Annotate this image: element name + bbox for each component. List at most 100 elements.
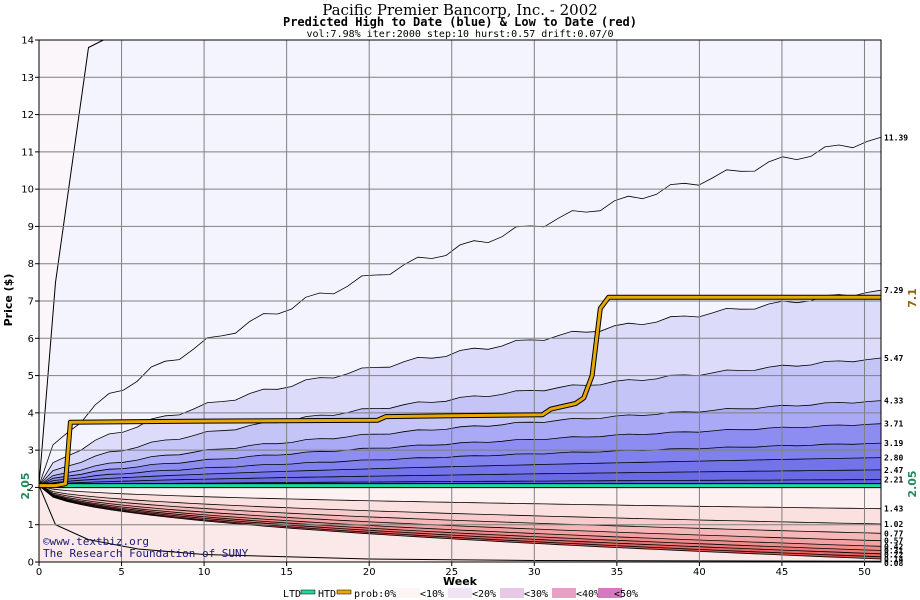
quantile-label: 0.42	[884, 542, 903, 551]
y-tick-label: 13	[21, 73, 34, 84]
y-tick-label: 4	[28, 408, 34, 419]
quantile-line-low-6	[38, 485, 882, 551]
quantile-line-low-7	[38, 485, 882, 555]
x-tick-label: 35	[610, 567, 623, 578]
legend-bucket-5: <50%	[614, 589, 638, 600]
quantile-label: 2.21	[884, 476, 903, 485]
quantile-label: 7.29	[884, 286, 903, 295]
y-tick-label: 7	[28, 297, 34, 308]
x-tick-label: 45	[776, 567, 789, 578]
x-axis-label: Week	[443, 575, 478, 588]
band-high-7	[39, 457, 881, 486]
legend-bucket-swatch-1	[396, 588, 420, 598]
quantile-line-low-2	[38, 485, 882, 525]
legend-bucket-swatch-4	[552, 588, 576, 598]
legend-bucket-3: <30%	[524, 589, 548, 600]
x-tick-label: 20	[363, 567, 376, 578]
band-low-2	[39, 485, 881, 524]
quantile-line-low-5	[38, 485, 882, 547]
x-tick-label: 40	[693, 567, 706, 578]
y-tick-label: 9	[28, 222, 34, 233]
x-tick-label: 0	[36, 567, 42, 578]
band-low-4	[39, 485, 881, 541]
x-tick-label: 10	[198, 567, 211, 578]
band-high-1	[39, 137, 881, 486]
y-tick-label: 14	[21, 36, 34, 47]
quantile-line-high-1	[38, 136, 882, 486]
y-tick-label: 11	[21, 147, 34, 158]
quantile-line-high-8	[38, 469, 882, 486]
legend-htd-swatch	[336, 589, 352, 595]
chart-parameters: vol:7.98% iter:2000 step:10 hurst:0.57 d…	[306, 29, 613, 40]
band-high-3	[39, 358, 881, 486]
quantile-label: 0.77	[884, 529, 903, 538]
quantile-label: 11.39	[884, 133, 908, 142]
quantile-label: 2.47	[884, 466, 903, 475]
quantile-line-high-3	[38, 357, 882, 486]
band-high-2	[39, 290, 881, 486]
legend-bucket-1: <10%	[420, 589, 444, 600]
legend-bucket-4: <40%	[576, 589, 600, 600]
legend: LTD HTD prob:0% <10% <20% <30% <40% <50%	[283, 588, 638, 600]
x-tick-label: 15	[280, 567, 293, 578]
quantile-line-low-3	[38, 485, 882, 534]
quantile-label: 3.71	[884, 420, 903, 429]
quantile-line-high-7	[38, 457, 882, 486]
y-tick-label: 0	[28, 558, 34, 569]
y-tick-label: 10	[21, 185, 34, 196]
band-low-5	[39, 485, 881, 547]
x-tick-label: 30	[528, 567, 541, 578]
start-price-label: 2.05	[19, 472, 32, 499]
quantile-label: 2.80	[884, 454, 903, 463]
band-high-4	[39, 400, 881, 486]
band-low-outer	[39, 485, 881, 562]
quantile-line-low-4	[38, 485, 882, 542]
legend-bucket-swatch-2	[448, 588, 472, 598]
series-lines	[39, 294, 881, 489]
x-tick-label: 50	[858, 567, 871, 578]
htd-line	[39, 295, 881, 488]
extreme-envelopes	[38, 39, 882, 562]
quantile-label: 0.14	[884, 555, 903, 564]
legend-prob-label: prob:0%	[354, 589, 396, 600]
quantile-label: 1.43	[884, 505, 903, 514]
max-envelope-line	[38, 39, 104, 486]
y-tick-label: 5	[28, 371, 34, 382]
legend-ltd-label: LTD	[283, 589, 301, 600]
htd-end-label: 7.1	[906, 288, 919, 308]
quantile-labels: 11.39 7.29 5.47 4.33 3.71 3.19 2.80 2.472.21 1.4…	[884, 133, 908, 568]
legend-bucket-2: <20%	[472, 589, 496, 600]
ltd-end-label: 2.05	[906, 470, 919, 497]
quantile-line-high-5	[38, 423, 882, 486]
legend-bucket-swatch-3	[500, 588, 524, 598]
band-low-1	[39, 485, 881, 509]
band-high-8	[39, 469, 881, 486]
min-envelope-line	[38, 485, 882, 562]
band-high-5	[39, 423, 881, 486]
y-tick-label: 2	[28, 483, 34, 494]
quantile-label: 0.31	[884, 547, 903, 556]
y-tick-label: 8	[28, 259, 34, 270]
quantile-label: 4.33	[884, 397, 903, 406]
quantile-line-high-4	[38, 400, 882, 486]
legend-bucket-swatch-5	[598, 588, 622, 598]
quantile-label: 0.57	[884, 537, 903, 546]
quantile-line-high-6	[38, 442, 882, 486]
band-low-6	[39, 485, 881, 551]
quantile-label: 5.47	[884, 354, 903, 363]
band-low-3	[39, 485, 881, 534]
y-tick-label: 3	[28, 446, 34, 457]
quantile-line-low-9	[38, 485, 882, 560]
quantile-label: 0.08	[884, 559, 903, 568]
quantile-line-low-8	[38, 485, 882, 558]
y-tick-label: 1	[28, 520, 34, 531]
quantile-label: 1.02	[884, 520, 903, 529]
credit-organization: The Research Foundation of SUNY	[43, 547, 249, 560]
quantile-label: 3.19	[884, 439, 903, 448]
legend-ltd-swatch	[300, 589, 316, 595]
quantile-line-low-1	[38, 485, 882, 510]
chart-subtitle: Predicted High to Date (blue) & Low to D…	[283, 15, 637, 29]
y-tick-label: 6	[28, 334, 34, 345]
